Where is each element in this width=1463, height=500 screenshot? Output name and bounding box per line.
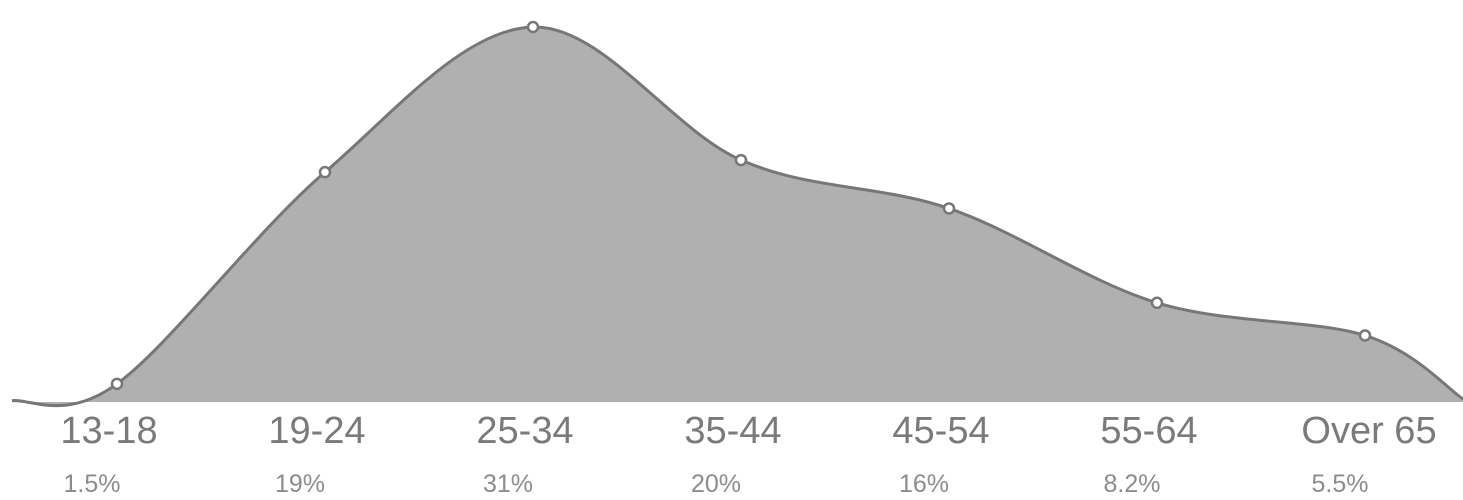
data-point-4 (942, 202, 956, 215)
value-label-5: 8.2% (1104, 470, 1161, 498)
category-label-1: 19-24 (268, 410, 365, 452)
value-label-3: 20% (691, 470, 741, 498)
category-label-6: Over 65 (1301, 410, 1436, 452)
data-point-3 (734, 153, 748, 167)
category-label-3: 35-44 (684, 410, 781, 452)
value-labels: 1.5% 19% 31% 20% 16% 8.2% 5.5% (64, 470, 1369, 498)
value-label-4: 16% (899, 470, 949, 498)
category-label-4: 45-54 (892, 410, 989, 452)
data-point-5 (1150, 296, 1164, 310)
category-label-2: 25-34 (476, 410, 573, 452)
value-label-0: 1.5% (64, 470, 121, 498)
value-label-1: 19% (275, 470, 325, 498)
area-fill (12, 26, 1463, 406)
category-labels: 13-18 19-24 25-34 35-44 45-54 55-64 Over 65 (60, 410, 1436, 452)
data-point-2 (526, 20, 540, 34)
value-label-6: 5.5% (1312, 470, 1369, 498)
category-label-5: 55-64 (1100, 410, 1197, 452)
value-label-2: 31% (483, 470, 533, 498)
data-point-1 (318, 165, 332, 179)
series-line (11, 25, 1463, 408)
category-label-0: 13-18 (60, 410, 157, 452)
data-point-6 (1358, 329, 1372, 342)
data-markers (110, 20, 1372, 391)
data-point-0 (110, 377, 124, 391)
